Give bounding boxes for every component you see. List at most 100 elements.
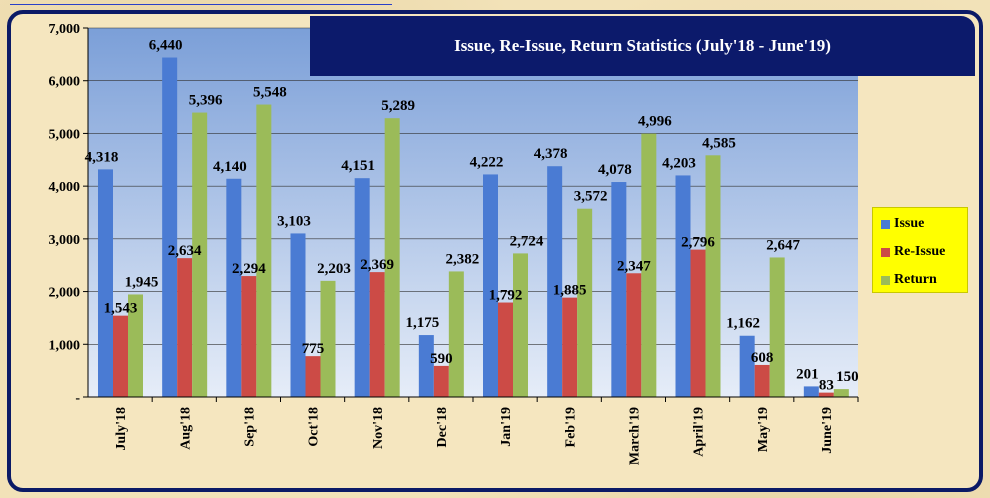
bar-reissue	[241, 276, 257, 397]
data-label-issue: 4,140	[213, 159, 247, 175]
x-tick-label: May'19	[756, 407, 771, 452]
chart-title-text: Issue, Re-Issue, Return Statistics (July…	[454, 36, 831, 55]
data-label-issue: 1,162	[726, 316, 760, 332]
x-tick-label: April'19	[692, 407, 707, 457]
bar-issue	[162, 57, 178, 398]
bar-reissue	[498, 302, 513, 397]
data-label-issue: 4,078	[598, 162, 632, 178]
chart-title: Issue, Re-Issue, Return Statistics (July…	[310, 16, 975, 76]
bar-return	[384, 118, 400, 397]
bar-reissue	[433, 365, 449, 397]
bar-return	[256, 104, 272, 398]
data-label-reissue: 83	[819, 378, 834, 394]
y-tick-label: 7,000	[49, 22, 81, 37]
x-tick-label: July'18	[114, 407, 129, 451]
data-label-return: 150	[836, 369, 859, 385]
bar-return	[833, 389, 849, 397]
legend: Issue Re-Issue Return	[872, 207, 968, 293]
data-label-reissue: 1,885	[553, 283, 587, 299]
bar-issue	[803, 386, 819, 397]
legend-item-reissue: Re-Issue	[873, 238, 967, 266]
x-tick-label: March'19	[627, 407, 642, 465]
y-tick-label: 1,000	[49, 338, 81, 353]
data-label-return: 2,203	[317, 261, 351, 277]
bar-issue	[675, 175, 691, 397]
legend-swatch-return	[881, 275, 890, 285]
data-label-return: 5,548	[253, 85, 287, 101]
legend-swatch-reissue	[881, 247, 890, 257]
bar-return	[320, 280, 336, 397]
data-label-return: 4,996	[638, 114, 672, 130]
bar-return	[641, 133, 657, 397]
bar-issue	[418, 335, 434, 397]
bar-issue	[611, 182, 627, 397]
x-tick-label: Sep'18	[242, 407, 257, 447]
bar-return	[577, 208, 593, 397]
data-label-issue: 4,203	[662, 155, 696, 171]
bar-issue	[354, 178, 370, 397]
y-tick-label: 2,000	[49, 286, 81, 301]
bar-return	[448, 271, 464, 397]
data-label-reissue: 590	[430, 351, 453, 367]
bar-reissue	[177, 258, 193, 397]
data-label-return: 3,572	[574, 189, 608, 205]
data-label-return: 2,647	[766, 237, 800, 253]
data-label-reissue: 608	[751, 350, 774, 366]
bar-reissue	[818, 392, 834, 397]
data-label-issue: 4,318	[85, 149, 119, 165]
bar-reissue	[754, 364, 770, 397]
bar-issue	[290, 233, 306, 397]
y-tick-label: -	[75, 391, 80, 406]
bar-issue	[98, 169, 113, 397]
data-label-reissue: 2,347	[617, 258, 651, 274]
legend-label-return: Return	[894, 272, 937, 287]
data-label-issue: 1,175	[405, 315, 439, 331]
x-tick-label: Oct'18	[307, 407, 322, 447]
bar-reissue	[626, 273, 642, 397]
bar-return	[705, 155, 721, 397]
bar-reissue	[690, 249, 706, 397]
data-label-issue: 3,103	[277, 213, 311, 229]
axes-group: - 1,000 2,000 3,000 4,000 5,000 6,000 7,000 July…	[49, 22, 859, 465]
bar-reissue	[113, 315, 128, 397]
bar-issue	[739, 335, 755, 397]
data-label-issue: 4,222	[470, 154, 504, 170]
top-link-underline[interactable]	[10, 0, 392, 5]
y-tick-label: 6,000	[49, 75, 81, 90]
bar-issue	[483, 174, 498, 397]
bar-reissue	[305, 356, 321, 397]
data-label-return: 2,724	[510, 233, 544, 249]
data-label-issue: 201	[796, 366, 819, 382]
data-label-reissue: 2,294	[232, 261, 266, 277]
x-tick-label: Nov'18	[371, 407, 386, 449]
bar-issue	[547, 166, 563, 397]
x-tick-label: June'19	[820, 407, 835, 454]
data-label-return: 5,396	[189, 93, 223, 109]
x-tick-label: Feb'19	[563, 407, 578, 447]
x-tick-label: Dec'18	[435, 407, 450, 447]
bar-reissue	[562, 297, 578, 397]
data-label-reissue: 775	[302, 341, 325, 357]
data-label-return: 1,945	[125, 274, 159, 290]
bar-return	[128, 294, 143, 397]
bar-return	[513, 253, 528, 397]
data-label-reissue: 2,369	[360, 257, 394, 273]
x-tick-label: Jan'19	[499, 407, 514, 447]
y-tick-label: 4,000	[49, 180, 81, 195]
data-label-reissue: 1,543	[104, 301, 138, 317]
data-label-return: 2,382	[445, 251, 479, 267]
y-tick-label: 3,000	[49, 233, 81, 248]
x-tick-label: Aug'18	[178, 407, 193, 450]
data-label-reissue: 2,634	[168, 243, 202, 259]
legend-label-issue: Issue	[894, 216, 925, 231]
plot-area	[88, 28, 858, 397]
legend-label-reissue: Re-Issue	[894, 244, 946, 259]
data-label-issue: 4,151	[341, 158, 375, 174]
legend-swatch-issue	[881, 219, 890, 229]
legend-item-issue: Issue	[873, 210, 967, 238]
data-label-issue: 4,378	[534, 146, 568, 162]
legend-item-return: Return	[873, 266, 967, 294]
bar-return	[769, 257, 785, 397]
data-label-return: 4,585	[702, 135, 736, 151]
